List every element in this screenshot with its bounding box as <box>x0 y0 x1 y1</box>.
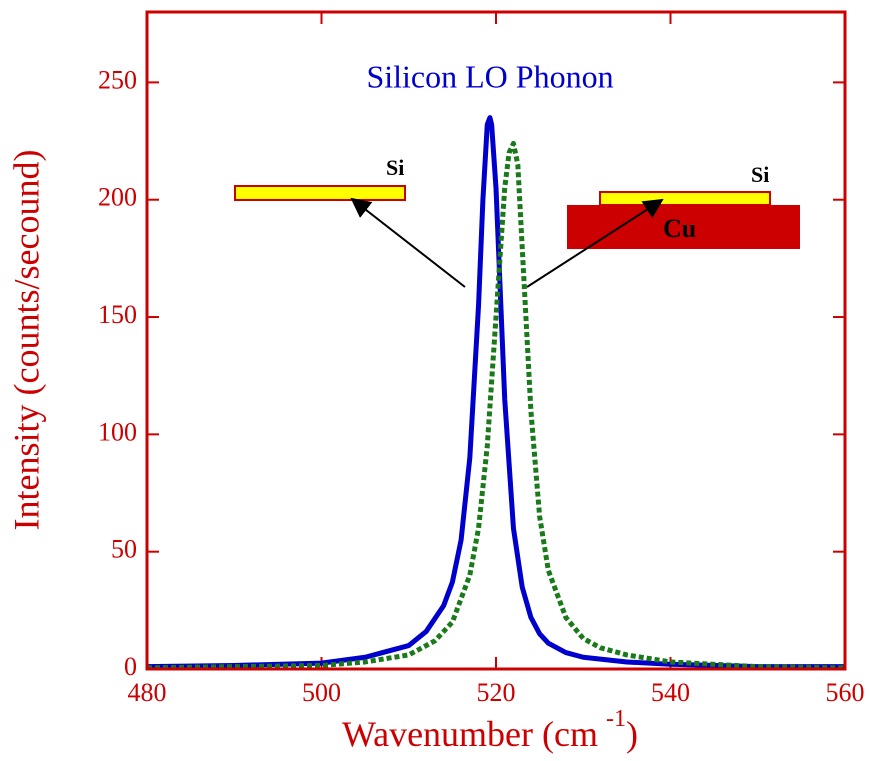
x-label-superscript: -1 <box>606 706 626 732</box>
chart-title: Silicon LO Phonon <box>366 58 613 94</box>
x-axis-label: Wavenumber (cm -1) <box>342 706 638 755</box>
arrow <box>526 198 664 288</box>
x-tick-label: 480 <box>128 678 167 707</box>
cu-substrate <box>567 205 800 249</box>
plot-frame <box>145 10 847 671</box>
x-label-text: Wavenumber (cm <box>342 714 598 754</box>
y-axis-label: Intensity (counts/secound) <box>6 150 46 531</box>
y-tick-label: 250 <box>98 65 137 94</box>
annotation: Si <box>751 162 769 187</box>
si-film <box>599 191 771 206</box>
annotation: Cu <box>663 214 696 243</box>
x-tick-label: 540 <box>651 678 690 707</box>
x-tick-label: 520 <box>477 678 516 707</box>
series-line <box>146 115 845 670</box>
x-tick-label: 560 <box>826 678 865 707</box>
plot: 0 50 100 150 200 250 480 500 520 540 560 <box>98 10 865 707</box>
y-tick-label: 0 <box>124 652 137 681</box>
x-tick-label: 500 <box>302 678 341 707</box>
y-tick-label: 150 <box>98 300 137 329</box>
y-tick-label: 200 <box>98 183 137 212</box>
series-line <box>146 140 846 671</box>
si-film <box>234 185 406 201</box>
annotation: Si <box>386 155 404 180</box>
x-label-suffix: ) <box>626 714 638 754</box>
y-tick-label: 50 <box>111 535 137 564</box>
arrow <box>350 197 466 288</box>
y-tick-label: 100 <box>98 417 137 446</box>
